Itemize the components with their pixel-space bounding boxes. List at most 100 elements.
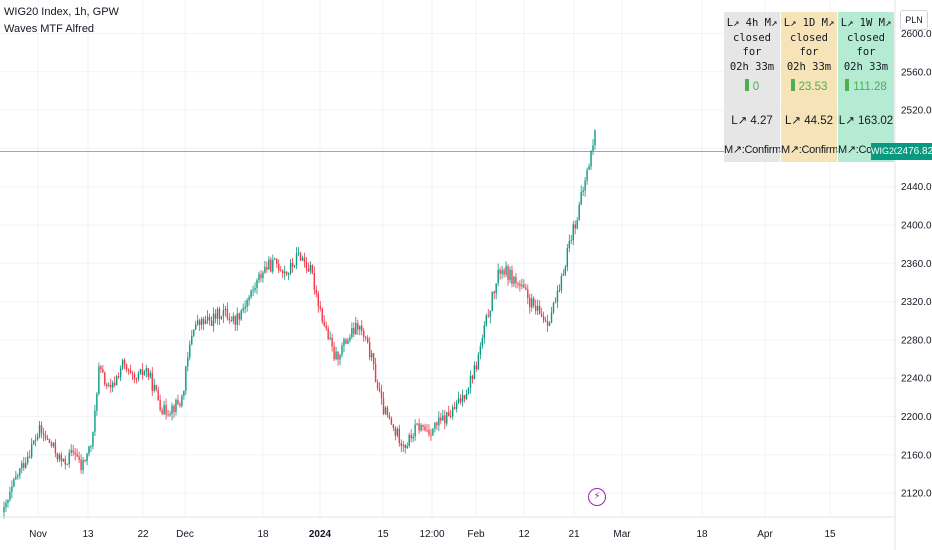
- candle-body: [70, 450, 72, 453]
- candle-body: [165, 404, 167, 415]
- candle-body: [240, 310, 242, 320]
- candle-body: [438, 417, 440, 426]
- candle-body: [15, 476, 17, 479]
- candle-body: [535, 305, 537, 311]
- candle-body: [554, 302, 557, 304]
- candle-body: [52, 442, 55, 446]
- candle-body: [283, 271, 286, 274]
- price-tick-label: 2440.00: [901, 182, 932, 193]
- price-axis[interactable]: 2600.002560.002520.002480.002440.002400.…: [901, 29, 932, 500]
- candle-body: [248, 296, 250, 301]
- candle-body: [368, 342, 371, 358]
- candle-body: [266, 266, 268, 270]
- candle-body: [430, 434, 432, 436]
- candle-body: [519, 283, 521, 287]
- candle-body: [159, 400, 161, 411]
- candle-body: [374, 363, 377, 382]
- candle-body: [123, 360, 126, 365]
- candle-body: [580, 192, 582, 205]
- candle-body: [349, 337, 351, 341]
- candle-body: [370, 353, 373, 358]
- candle-body: [230, 319, 233, 322]
- indicator-name[interactable]: Waves MTF Alfred: [4, 23, 95, 35]
- candle-body: [440, 417, 442, 421]
- candle-body: [436, 422, 438, 426]
- candle-body: [538, 305, 541, 315]
- candle-body: [181, 395, 183, 406]
- candle-body: [246, 300, 248, 307]
- candlestick-series[interactable]: [3, 128, 596, 519]
- candle-body: [420, 424, 422, 431]
- candle-body: [515, 276, 517, 284]
- candle-body: [254, 287, 256, 290]
- candle-body: [325, 325, 327, 329]
- candle-body: [68, 452, 70, 465]
- candle-body: [511, 269, 513, 284]
- candle-body: [149, 372, 151, 377]
- price-tick-label: 2520.00: [901, 106, 932, 117]
- candle-body: [378, 388, 381, 392]
- lightning-icon[interactable]: ⚡: [588, 488, 606, 506]
- candle-body: [451, 407, 454, 417]
- candle-body: [396, 428, 399, 436]
- candle-body: [19, 468, 21, 476]
- mtf-header: L↗ 1W M↗ closed for 02h 33m: [840, 17, 892, 73]
- candle-body: [471, 375, 474, 380]
- candle-body: [21, 463, 23, 469]
- candle-body: [562, 274, 565, 276]
- candle-body: [455, 403, 458, 409]
- candle-body: [135, 378, 138, 380]
- candle-body: [333, 346, 335, 360]
- candle-body: [183, 390, 185, 396]
- price-tick-label: 2280.00: [901, 335, 932, 346]
- candle-body: [531, 298, 533, 308]
- candle-body: [487, 315, 489, 317]
- candle-body: [505, 266, 507, 275]
- candle-body: [17, 475, 19, 477]
- candle-body: [62, 458, 64, 462]
- candle-body: [23, 463, 25, 468]
- candle-body: [402, 444, 404, 446]
- candle-body: [446, 412, 448, 424]
- candle-body: [392, 424, 395, 428]
- candle-body: [297, 252, 300, 254]
- candle-body: [507, 266, 509, 280]
- candle-body: [481, 338, 484, 347]
- candle-body: [323, 321, 325, 326]
- candle-body: [390, 418, 393, 425]
- candle-body: [13, 478, 15, 487]
- candle-body: [222, 310, 225, 317]
- time-tick-label: Dec: [176, 529, 194, 540]
- candle-body: [129, 369, 132, 374]
- candle-body: [238, 313, 240, 320]
- time-axis[interactable]: Nov 13 22 Dec 18 2024 15 12:00 Feb 12 21 Mar 18 Apr 15: [29, 529, 836, 540]
- candle-body: [125, 364, 128, 370]
- candle-body: [169, 413, 171, 415]
- candle-body: [459, 398, 462, 402]
- candle-body: [175, 399, 177, 412]
- candle-body: [104, 372, 106, 385]
- candle-body: [560, 275, 563, 291]
- candle-body: [594, 130, 596, 146]
- candle-body: [32, 440, 35, 445]
- candle-body: [268, 259, 270, 270]
- candle-body: [523, 284, 525, 288]
- candle-body: [590, 150, 592, 167]
- candle-body: [281, 270, 284, 274]
- mtf-column-1w: L↗ 1W M↗ closed for 02h 33m 111.28 L↗ 16…: [838, 12, 894, 162]
- candle-body: [331, 337, 333, 347]
- currency-button[interactable]: PLN: [900, 10, 928, 30]
- candle-body: [501, 270, 503, 274]
- candle-body: [163, 404, 165, 414]
- candle-body: [60, 454, 63, 462]
- chart-title[interactable]: WIG20 Index, 1h, GPW: [4, 6, 119, 18]
- candle-body: [236, 313, 238, 325]
- candle-body: [544, 320, 547, 322]
- candle-body: [450, 416, 452, 418]
- bar-icon: [744, 79, 749, 91]
- candle-body: [329, 337, 331, 339]
- candle-body: [422, 424, 424, 427]
- candle-body: [66, 464, 68, 466]
- price-tick-label: 2400.00: [901, 220, 932, 231]
